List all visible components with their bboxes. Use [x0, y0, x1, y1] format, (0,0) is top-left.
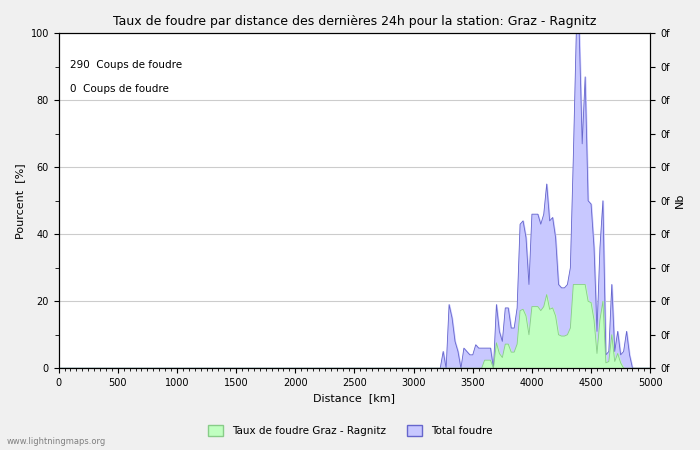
- Text: 290  Coups de foudre: 290 Coups de foudre: [71, 60, 183, 70]
- Title: Taux de foudre par distance des dernières 24h pour la station: Graz - Ragnitz: Taux de foudre par distance des dernière…: [113, 15, 596, 28]
- Text: 0  Coups de foudre: 0 Coups de foudre: [71, 84, 169, 94]
- Y-axis label: Pourcent  [%]: Pourcent [%]: [15, 163, 25, 239]
- Text: www.lightningmaps.org: www.lightningmaps.org: [7, 436, 106, 446]
- X-axis label: Distance  [km]: Distance [km]: [314, 393, 396, 404]
- Y-axis label: Nb: Nb: [675, 193, 685, 208]
- Legend: Taux de foudre Graz - Ragnitz, Total foudre: Taux de foudre Graz - Ragnitz, Total fou…: [204, 421, 496, 440]
